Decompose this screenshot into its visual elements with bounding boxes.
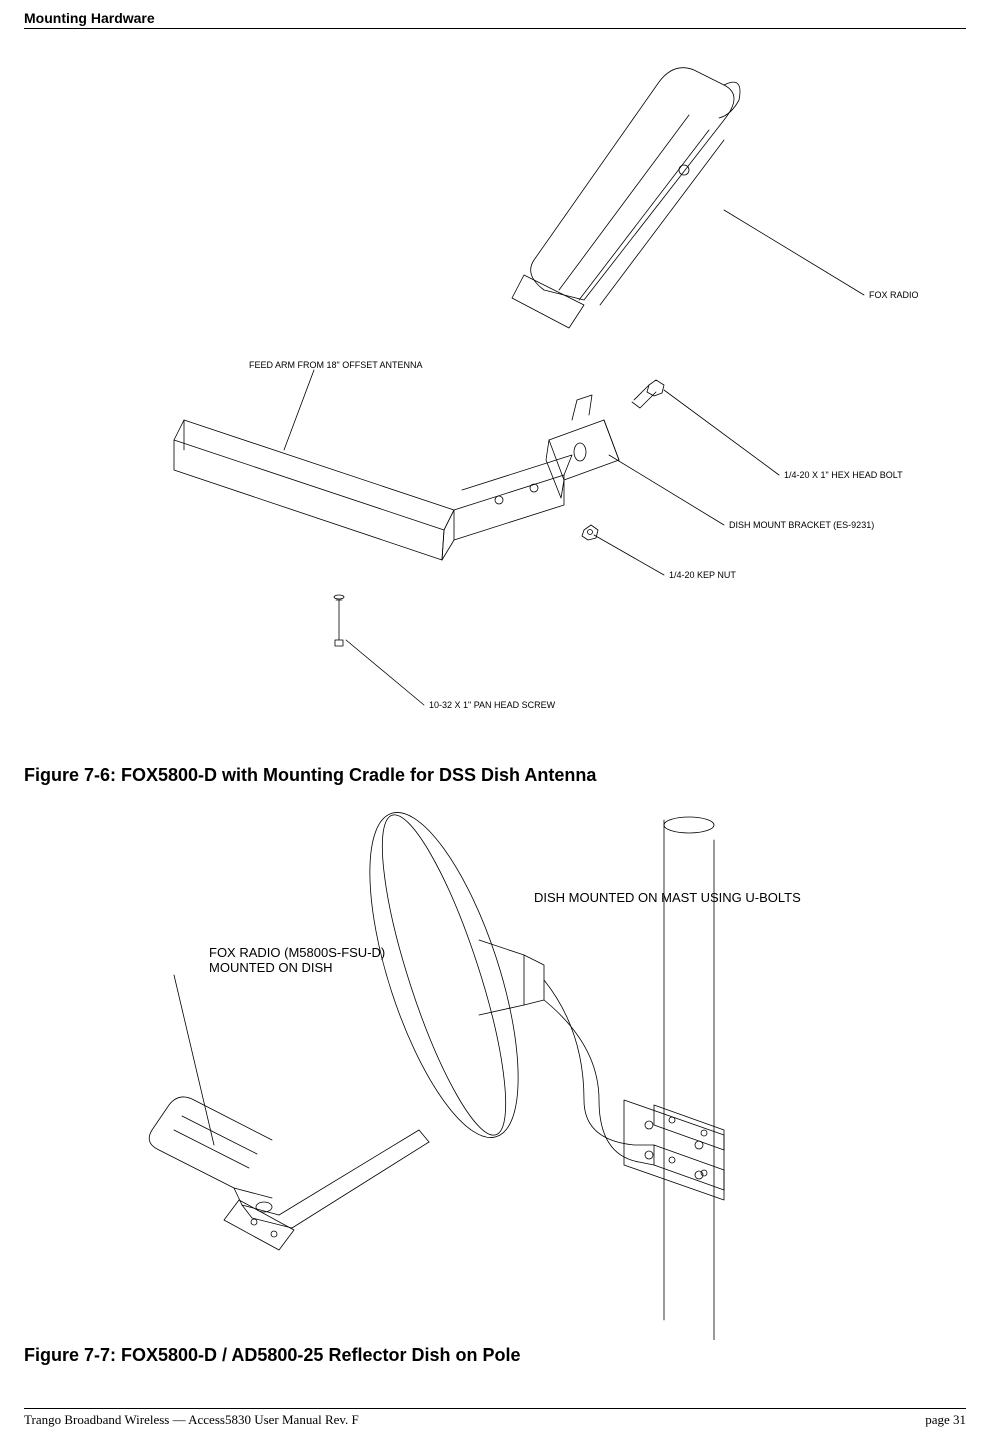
label-fox-radio-mounted-l1: FOX RADIO (M5800S-FSU-D) <box>209 945 385 960</box>
label-pan-screw: 10-32 X 1" PAN HEAD SCREW <box>429 700 555 710</box>
leader-hex-bolt <box>664 390 779 475</box>
leader-pan-screw <box>346 640 424 705</box>
figure-1-svg <box>24 40 964 740</box>
fox-radio-2-shape <box>149 1097 294 1250</box>
figure-2-caption: Figure 7-7: FOX5800-D / AD5800-25 Reflec… <box>24 1345 520 1366</box>
footer-left: Trango Broadband Wireless — Access5830 U… <box>24 1412 359 1428</box>
kep-nut-shape <box>582 525 598 540</box>
page-footer: Trango Broadband Wireless — Access5830 U… <box>24 1408 966 1428</box>
leader-fox-radio <box>724 210 864 295</box>
dish-bracket-shape <box>546 395 619 498</box>
dish-shape <box>339 800 549 1154</box>
label-fox-radio: FOX RADIO <box>869 290 919 300</box>
label-hex-bolt: 1/4-20 X 1" HEX HEAD BOLT <box>784 470 903 480</box>
figure-2-area: DISH MOUNTED ON MAST USING U-BOLTS FOX R… <box>24 800 966 1340</box>
label-dish-mounted: DISH MOUNTED ON MAST USING U-BOLTS <box>534 890 801 905</box>
label-bracket: DISH MOUNT BRACKET (ES-9231) <box>729 520 874 530</box>
label-fox-radio-mounted-l2: MOUNTED ON DISH <box>209 960 385 975</box>
support-arm-shape <box>544 980 724 1200</box>
leader-feed-arm <box>284 370 314 450</box>
leader-fox-radio-2 <box>174 975 214 1145</box>
section-header: Mounting Hardware <box>24 10 966 29</box>
figure-2-svg <box>24 800 964 1340</box>
label-fox-radio-mounted: FOX RADIO (M5800S-FSU-D) MOUNTED ON DISH <box>209 945 385 975</box>
footer-right: page 31 <box>925 1412 966 1428</box>
hex-bolt-shape <box>632 380 664 408</box>
leader-bracket <box>609 455 724 525</box>
leader-kep-nut <box>594 535 664 575</box>
figure-1-caption: Figure 7-6: FOX5800-D with Mounting Crad… <box>24 765 596 786</box>
pan-screw-shape <box>334 595 344 646</box>
label-feed-arm: FEED ARM FROM 18" OFFSET ANTENNA <box>249 360 423 370</box>
header-title: Mounting Hardware <box>24 10 155 26</box>
figure-1-area: FOX RADIO FEED ARM FROM 18" OFFSET ANTEN… <box>24 40 966 740</box>
fox-radio-shape <box>512 68 740 328</box>
label-kep-nut: 1/4-20 KEP NUT <box>669 570 736 580</box>
feed-arm-shape <box>174 420 572 560</box>
